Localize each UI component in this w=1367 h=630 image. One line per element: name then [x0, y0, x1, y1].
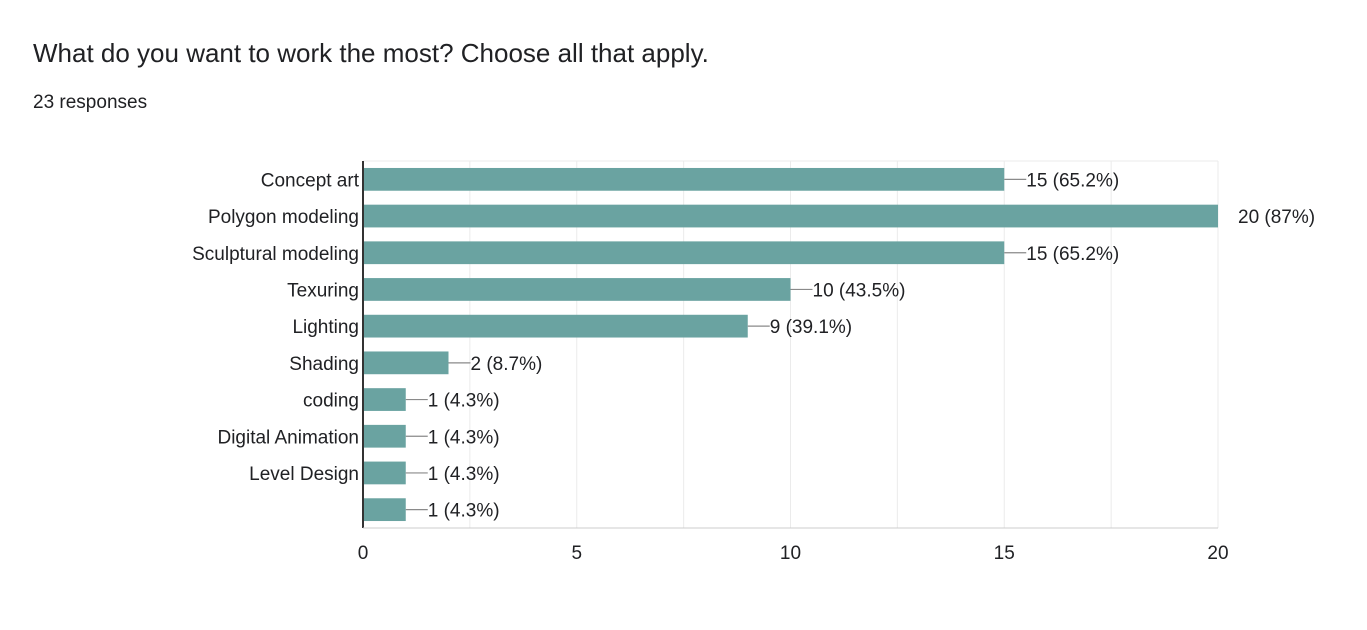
data-label: 20 (87%): [1238, 207, 1315, 228]
category-labels: Concept art Polygon modeling Sculptural mo…: [192, 170, 360, 485]
bar: [363, 424, 406, 448]
category-label: Level Design: [249, 464, 359, 485]
x-tick-label: 20: [1207, 543, 1228, 564]
category-label: coding: [303, 391, 359, 412]
data-label: 10 (43.5%): [813, 280, 906, 301]
category-label: Lighting: [292, 317, 359, 338]
data-label: 2 (8.7%): [471, 354, 543, 375]
category-label: Digital Animation: [217, 427, 359, 448]
bar: [363, 167, 1005, 191]
data-label: 15 (65.2%): [1026, 170, 1119, 191]
x-tick-label: 0: [358, 543, 369, 564]
data-label: 1 (4.3%): [428, 464, 500, 485]
category-label: Texuring: [287, 280, 359, 301]
category-label: Polygon modeling: [208, 207, 359, 228]
data-label: 15 (65.2%): [1026, 244, 1119, 265]
x-tick-label: 10: [780, 543, 801, 564]
bar: [363, 204, 1218, 228]
data-label: 1 (4.3%): [428, 427, 500, 448]
bar: [363, 314, 748, 338]
category-label: Sculptural modeling: [192, 244, 359, 265]
data-labels: 15 (65.2%) 20 (87%) 15 (65.2%) 10 (43.5%) 9 …: [428, 170, 1315, 521]
bars: [363, 167, 1218, 522]
data-label: 1 (4.3%): [428, 391, 500, 412]
bar: [363, 388, 406, 411]
category-label: Shading: [289, 354, 359, 375]
x-tick-labels: 0 5 10 15 20: [358, 543, 1229, 564]
x-tick-label: 15: [994, 543, 1015, 564]
bar: [363, 241, 1005, 265]
label-leaders: [405, 178, 1027, 511]
x-tick-label: 5: [571, 543, 582, 564]
question-title: What do you want to work the most? Choos…: [33, 38, 709, 68]
bar: [363, 278, 791, 301]
bar: [363, 498, 406, 522]
category-label: Concept art: [261, 170, 360, 191]
bar: [363, 461, 406, 485]
data-label: 1 (4.3%): [428, 501, 500, 522]
response-count: 23 responses: [33, 92, 148, 113]
bar: [363, 351, 449, 375]
data-label: 9 (39.1%): [770, 317, 852, 338]
axes: [362, 161, 1218, 529]
